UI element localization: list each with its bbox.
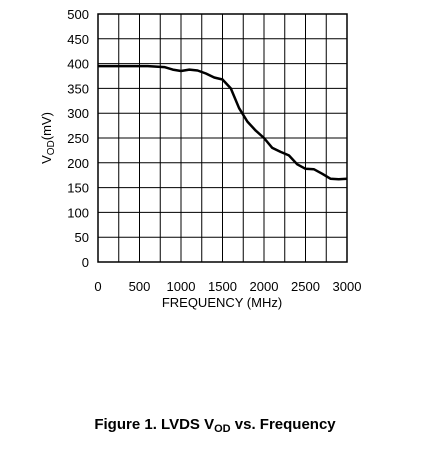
grid — [98, 14, 347, 262]
y-tick-label: 500 — [67, 7, 89, 22]
caption-suffix: vs. Frequency — [230, 416, 336, 433]
x-tick-label: 0 — [94, 279, 101, 294]
chart: 0 50 100 150 200 250 300 350 400 450 500 0 500 1000 15… — [39, 7, 361, 310]
y-tick-label: 100 — [67, 205, 89, 220]
y-axis-label-unit: (mV) — [39, 112, 54, 140]
x-tick-label: 1500 — [208, 279, 237, 294]
y-tick-label: 150 — [67, 181, 89, 196]
y-tick-label: 0 — [82, 255, 89, 270]
caption-sub: OD — [214, 423, 231, 435]
y-tick-label: 400 — [67, 57, 89, 72]
y-tick-label: 50 — [75, 230, 89, 245]
tick-labels: 0 50 100 150 200 250 300 350 400 450 500 0 500 1000 15… — [67, 7, 361, 294]
y-tick-label: 450 — [67, 32, 89, 47]
x-tick-label: 1000 — [167, 279, 196, 294]
y-tick-label: 250 — [67, 131, 89, 146]
x-tick-label: 500 — [129, 279, 151, 294]
y-tick-label: 350 — [67, 81, 89, 96]
x-tick-label: 2500 — [291, 279, 320, 294]
x-tick-label: 3000 — [333, 279, 362, 294]
x-tick-label: 2000 — [250, 279, 279, 294]
plot-frame — [97, 13, 348, 263]
y-axis-label-sub: OD — [46, 140, 57, 155]
figure-caption: Figure 1. LVDS VOD vs. Frequency — [0, 416, 430, 435]
series-line — [98, 64, 348, 181]
y-tick-label: 300 — [67, 106, 89, 121]
caption-prefix: Figure 1. LVDS V — [94, 416, 215, 433]
y-tick-label: 200 — [67, 156, 89, 171]
y-axis-label: VOD(mV) — [39, 112, 57, 164]
y-axis-label-main: V — [39, 155, 54, 164]
x-axis-label: FREQUENCY (MHz) — [162, 295, 282, 310]
